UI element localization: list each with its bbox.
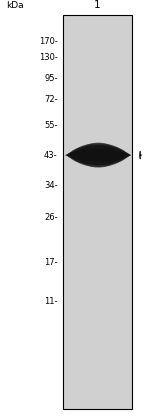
Text: 170-: 170-: [39, 37, 58, 46]
Text: 34-: 34-: [44, 181, 58, 191]
Text: 1: 1: [94, 0, 101, 10]
Text: 11-: 11-: [44, 296, 58, 306]
Ellipse shape: [67, 149, 130, 161]
Ellipse shape: [78, 143, 118, 168]
Text: 130-: 130-: [39, 53, 58, 62]
Text: kDa: kDa: [6, 1, 24, 10]
Ellipse shape: [69, 145, 127, 165]
Text: 55-: 55-: [44, 121, 58, 130]
Text: 26-: 26-: [44, 213, 58, 222]
Bar: [63, 15, 132, 409]
Ellipse shape: [72, 143, 124, 167]
Text: 72-: 72-: [44, 95, 58, 104]
Text: 43-: 43-: [44, 151, 58, 160]
Text: 17-: 17-: [44, 258, 58, 267]
Text: 95-: 95-: [44, 74, 58, 83]
Ellipse shape: [65, 153, 131, 157]
